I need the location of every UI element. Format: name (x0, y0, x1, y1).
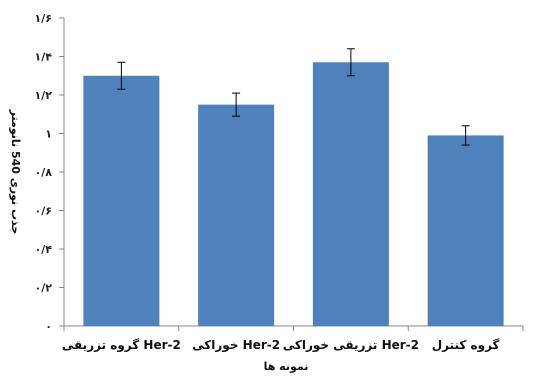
error-bars (117, 48, 470, 146)
y-tick-label: ۰ (45, 320, 52, 333)
x-tick-label: گروه کنترل (432, 338, 500, 353)
y-tick-label: ۰/۶ (35, 205, 52, 218)
y-tick-label: ۰/۲ (35, 282, 53, 295)
bar (312, 62, 389, 327)
x-tick-label: خوراکی Her-2 (192, 338, 280, 353)
x-tick-label: تزریقی خوراکی Her-2 (283, 338, 419, 353)
y-tick-labels: ۰ ۰/۲ ۰/۴ ۰/۶ ۰/۸ ۱ ۱/۲ ۱/۴ ۱/۶ (35, 12, 53, 333)
bars (83, 62, 504, 327)
y-tick-label: ۱/۶ (35, 12, 52, 25)
x-tick-labels: گروه تزریقی Her-2 خوراکی Her-2 تزریقی خورا… (62, 338, 500, 353)
y-tick-label: ۱/۴ (35, 51, 53, 64)
bar (427, 135, 504, 326)
y-axis-title: جذب نوری 540 نانومتر (9, 109, 22, 235)
bar (83, 75, 160, 326)
y-tick-label: ۱ (45, 128, 52, 141)
y-tick-label: ۰/۸ (35, 166, 53, 179)
y-tick-label: ۰/۴ (35, 243, 53, 256)
x-tick-label: گروه تزریقی Her-2 (62, 338, 181, 353)
x-axis-title: نمونه ها (264, 360, 309, 373)
bar (198, 104, 275, 326)
y-tick-label: ۱/۲ (35, 89, 53, 102)
